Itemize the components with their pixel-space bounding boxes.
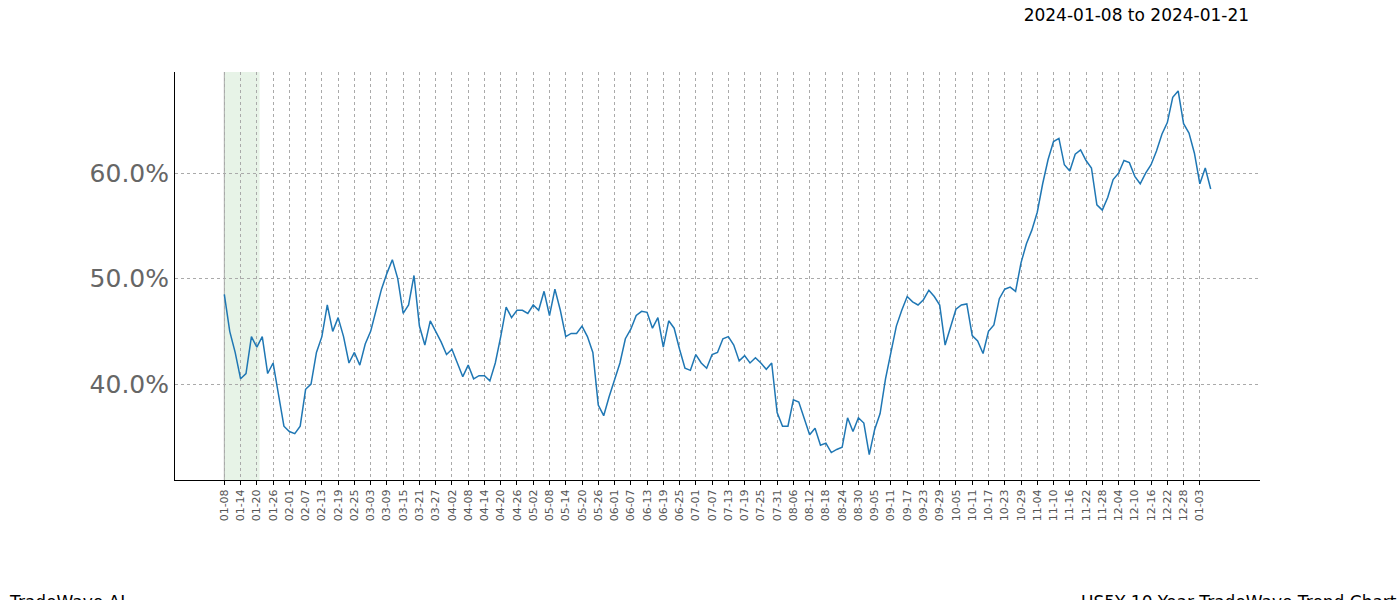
svg-text:06-25: 06-25 — [673, 489, 686, 521]
svg-text:09-23: 09-23 — [917, 489, 930, 521]
svg-text:04-20: 04-20 — [494, 489, 507, 521]
svg-text:11-22: 11-22 — [1080, 489, 1093, 521]
svg-text:10-29: 10-29 — [1015, 489, 1028, 521]
svg-text:03-03: 03-03 — [364, 489, 377, 521]
svg-text:07-19: 07-19 — [738, 489, 751, 521]
svg-text:02-07: 02-07 — [299, 489, 312, 521]
svg-text:09-11: 09-11 — [885, 489, 898, 521]
svg-text:09-17: 09-17 — [901, 489, 914, 521]
svg-text:02-01: 02-01 — [283, 489, 296, 521]
svg-text:06-07: 06-07 — [624, 489, 637, 521]
svg-text:01-03: 01-03 — [1193, 489, 1206, 521]
svg-text:2024-01-08 to 2024-01-21: 2024-01-08 to 2024-01-21 — [1024, 5, 1249, 25]
svg-text:08-18: 08-18 — [819, 489, 832, 521]
svg-text:01-20: 01-20 — [250, 489, 263, 521]
svg-text:01-26: 01-26 — [267, 489, 280, 521]
svg-text:08-12: 08-12 — [803, 489, 816, 521]
svg-text:12-10: 12-10 — [1128, 489, 1141, 521]
svg-text:01-14: 01-14 — [234, 489, 247, 521]
svg-text:06-19: 06-19 — [657, 489, 670, 521]
svg-text:05-20: 05-20 — [576, 489, 589, 521]
svg-text:02-13: 02-13 — [315, 489, 328, 521]
svg-text:10-17: 10-17 — [982, 489, 995, 521]
svg-text:09-29: 09-29 — [933, 489, 946, 521]
svg-text:60.0%: 60.0% — [90, 159, 169, 188]
svg-text:11-10: 11-10 — [1047, 489, 1060, 521]
svg-text:07-07: 07-07 — [706, 489, 719, 521]
svg-text:50.0%: 50.0% — [90, 264, 169, 293]
svg-text:03-09: 03-09 — [380, 489, 393, 521]
svg-text:40.0%: 40.0% — [90, 370, 169, 399]
svg-text:11-04: 11-04 — [1031, 489, 1044, 521]
svg-text:07-25: 07-25 — [754, 489, 767, 521]
svg-text:07-13: 07-13 — [722, 489, 735, 521]
svg-text:04-02: 04-02 — [446, 489, 459, 521]
svg-text:12-04: 12-04 — [1112, 489, 1125, 521]
svg-text:TradeWave.AI: TradeWave.AI — [9, 592, 125, 600]
svg-text:11-16: 11-16 — [1063, 489, 1076, 521]
svg-text:04-14: 04-14 — [478, 489, 491, 521]
svg-text:04-26: 04-26 — [511, 489, 524, 521]
svg-text:08-06: 08-06 — [787, 489, 800, 521]
svg-text:05-14: 05-14 — [559, 489, 572, 521]
svg-text:02-25: 02-25 — [348, 489, 361, 521]
svg-text:10-05: 10-05 — [950, 489, 963, 521]
svg-text:US5Y 10 Year TradeWave Trend C: US5Y 10 Year TradeWave Trend Chart — [1081, 592, 1397, 600]
svg-text:05-26: 05-26 — [592, 489, 605, 521]
svg-text:10-23: 10-23 — [998, 489, 1011, 521]
svg-text:02-19: 02-19 — [332, 489, 345, 521]
svg-text:01-08: 01-08 — [218, 489, 231, 521]
svg-text:10-11: 10-11 — [966, 489, 979, 521]
svg-text:04-08: 04-08 — [462, 489, 475, 521]
svg-text:05-02: 05-02 — [527, 489, 540, 521]
svg-text:08-30: 08-30 — [852, 489, 865, 521]
svg-text:06-01: 06-01 — [608, 489, 621, 521]
svg-text:06-13: 06-13 — [641, 489, 654, 521]
svg-text:07-01: 07-01 — [689, 489, 702, 521]
svg-text:03-15: 03-15 — [397, 489, 410, 521]
svg-text:12-28: 12-28 — [1177, 489, 1190, 521]
svg-text:05-08: 05-08 — [543, 489, 556, 521]
svg-text:08-24: 08-24 — [836, 489, 849, 521]
svg-text:09-05: 09-05 — [868, 489, 881, 521]
svg-text:12-22: 12-22 — [1161, 489, 1174, 521]
svg-text:03-21: 03-21 — [413, 489, 426, 521]
svg-text:07-31: 07-31 — [771, 489, 784, 521]
svg-text:03-27: 03-27 — [429, 489, 442, 521]
svg-text:11-28: 11-28 — [1096, 489, 1109, 521]
svg-text:12-16: 12-16 — [1145, 489, 1158, 521]
